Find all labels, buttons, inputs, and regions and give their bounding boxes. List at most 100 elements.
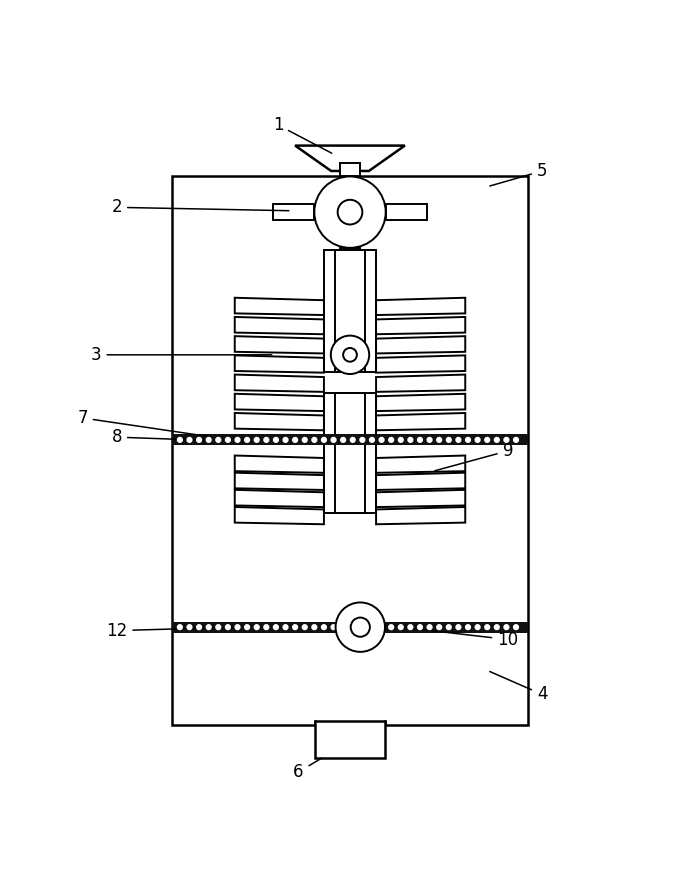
Circle shape — [466, 625, 470, 630]
Circle shape — [321, 438, 326, 442]
Circle shape — [408, 438, 413, 442]
Circle shape — [370, 625, 374, 630]
Circle shape — [264, 438, 269, 442]
Bar — [335, 250, 365, 372]
Circle shape — [427, 438, 432, 442]
Polygon shape — [376, 507, 466, 524]
Circle shape — [447, 438, 452, 442]
Circle shape — [370, 438, 374, 442]
Circle shape — [360, 625, 365, 630]
Circle shape — [312, 438, 316, 442]
Circle shape — [331, 625, 336, 630]
Circle shape — [398, 438, 403, 442]
Text: 12: 12 — [106, 622, 237, 639]
Polygon shape — [234, 375, 324, 392]
Polygon shape — [376, 456, 466, 472]
Polygon shape — [234, 337, 324, 353]
Circle shape — [350, 625, 355, 630]
Circle shape — [485, 625, 489, 630]
Polygon shape — [376, 355, 466, 373]
Circle shape — [389, 625, 393, 630]
Circle shape — [437, 625, 442, 630]
Polygon shape — [234, 355, 324, 373]
Circle shape — [264, 625, 269, 630]
Circle shape — [274, 625, 279, 630]
Circle shape — [389, 438, 393, 442]
Polygon shape — [234, 413, 324, 431]
Bar — [340, 248, 360, 262]
Bar — [172, 622, 528, 632]
Circle shape — [514, 438, 519, 442]
Polygon shape — [234, 456, 324, 472]
Polygon shape — [376, 413, 466, 431]
Bar — [273, 204, 314, 220]
Circle shape — [283, 438, 288, 442]
Circle shape — [379, 625, 384, 630]
Circle shape — [302, 438, 307, 442]
Circle shape — [335, 602, 385, 652]
Circle shape — [206, 625, 211, 630]
Circle shape — [447, 625, 452, 630]
Circle shape — [341, 438, 346, 442]
Circle shape — [437, 438, 442, 442]
Circle shape — [341, 625, 346, 630]
Circle shape — [235, 625, 240, 630]
Polygon shape — [376, 472, 466, 490]
Circle shape — [331, 336, 369, 374]
Circle shape — [283, 625, 288, 630]
Circle shape — [178, 438, 182, 442]
Circle shape — [197, 438, 202, 442]
Bar — [315, 721, 385, 758]
Bar — [386, 204, 427, 220]
Bar — [340, 163, 360, 177]
Circle shape — [418, 625, 422, 630]
Circle shape — [321, 625, 326, 630]
Circle shape — [178, 625, 182, 630]
Text: 5: 5 — [490, 162, 547, 186]
Text: 2: 2 — [111, 198, 289, 217]
Circle shape — [351, 617, 370, 637]
Text: 1: 1 — [273, 116, 332, 154]
Polygon shape — [234, 490, 324, 507]
Circle shape — [331, 438, 336, 442]
Circle shape — [456, 438, 461, 442]
Circle shape — [254, 625, 259, 630]
Bar — [324, 250, 376, 372]
Bar — [335, 392, 365, 512]
Circle shape — [494, 625, 499, 630]
Circle shape — [216, 625, 220, 630]
Circle shape — [427, 625, 432, 630]
Bar — [172, 434, 528, 446]
Circle shape — [274, 438, 279, 442]
Text: 4: 4 — [490, 671, 547, 703]
Circle shape — [504, 625, 509, 630]
Circle shape — [245, 625, 249, 630]
Circle shape — [494, 438, 499, 442]
Text: 8: 8 — [111, 428, 210, 446]
Circle shape — [293, 438, 297, 442]
Circle shape — [245, 438, 249, 442]
Text: 9: 9 — [435, 442, 513, 471]
Text: 3: 3 — [91, 345, 272, 364]
Polygon shape — [234, 507, 324, 524]
Circle shape — [187, 625, 192, 630]
Polygon shape — [376, 393, 466, 411]
Circle shape — [485, 438, 489, 442]
Text: 6: 6 — [293, 758, 321, 781]
Polygon shape — [376, 490, 466, 507]
Circle shape — [456, 625, 461, 630]
Circle shape — [235, 438, 240, 442]
Circle shape — [343, 348, 357, 361]
Circle shape — [206, 438, 211, 442]
Circle shape — [225, 438, 230, 442]
Circle shape — [350, 438, 355, 442]
Circle shape — [466, 438, 470, 442]
Polygon shape — [234, 472, 324, 490]
Circle shape — [418, 438, 422, 442]
Circle shape — [187, 438, 192, 442]
Bar — [172, 177, 528, 725]
Polygon shape — [234, 317, 324, 334]
Polygon shape — [376, 317, 466, 334]
Circle shape — [314, 177, 386, 248]
Circle shape — [360, 438, 365, 442]
